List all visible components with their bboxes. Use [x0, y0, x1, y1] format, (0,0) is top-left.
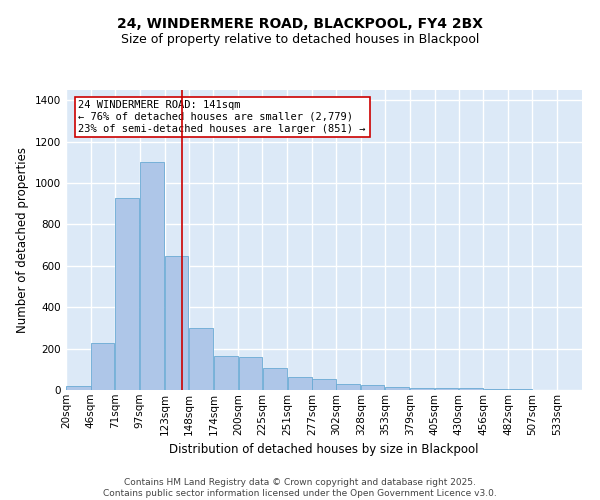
Bar	[287, 376, 311, 390]
Bar	[115, 198, 139, 390]
Bar	[239, 357, 262, 390]
Bar	[189, 328, 213, 390]
Bar	[484, 389, 508, 390]
Text: Size of property relative to detached houses in Blackpool: Size of property relative to detached ho…	[121, 32, 479, 46]
Bar	[67, 386, 91, 390]
Bar	[214, 356, 238, 390]
Bar	[435, 388, 458, 390]
X-axis label: Distribution of detached houses by size in Blackpool: Distribution of detached houses by size …	[169, 443, 479, 456]
Bar	[263, 368, 287, 390]
Text: 24, WINDERMERE ROAD, BLACKPOOL, FY4 2BX: 24, WINDERMERE ROAD, BLACKPOOL, FY4 2BX	[117, 18, 483, 32]
Text: Contains HM Land Registry data © Crown copyright and database right 2025.
Contai: Contains HM Land Registry data © Crown c…	[103, 478, 497, 498]
Bar	[337, 384, 361, 390]
Bar	[509, 389, 532, 390]
Bar	[165, 256, 188, 390]
Text: 24 WINDERMERE ROAD: 141sqm
← 76% of detached houses are smaller (2,779)
23% of s: 24 WINDERMERE ROAD: 141sqm ← 76% of deta…	[79, 100, 366, 134]
Bar	[410, 388, 434, 390]
Y-axis label: Number of detached properties: Number of detached properties	[16, 147, 29, 333]
Bar	[361, 385, 385, 390]
Bar	[313, 378, 335, 390]
Bar	[91, 344, 115, 390]
Bar	[385, 387, 409, 390]
Bar	[459, 388, 483, 390]
Bar	[140, 162, 164, 390]
